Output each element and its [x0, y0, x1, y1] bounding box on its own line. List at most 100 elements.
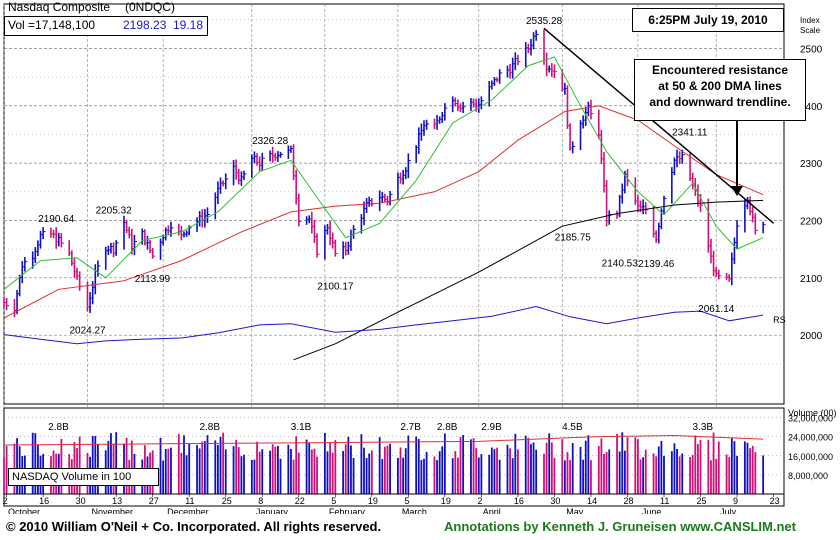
- volume-bar: [243, 454, 245, 494]
- volume-bar: [563, 460, 566, 494]
- volume-bar: [269, 450, 271, 494]
- volume-bar: [235, 439, 238, 494]
- rs-line: [3, 305, 764, 345]
- volume-tick-label: 16,000,000: [788, 452, 833, 462]
- volume-bar: [733, 441, 736, 494]
- volume-bar: [590, 460, 592, 494]
- volume-bar: [258, 451, 261, 494]
- volume-bar: [352, 458, 355, 494]
- volume-bar: [717, 441, 720, 494]
- volume-label: 2.8B: [437, 422, 458, 433]
- volume-bar: [477, 457, 480, 494]
- day-tick-label: 13: [112, 496, 122, 506]
- volume-bar: [694, 435, 697, 494]
- day-tick-label: 25: [697, 496, 707, 506]
- volume-bar: [125, 437, 128, 494]
- volume-bar: [78, 436, 81, 494]
- volume-bar: [743, 441, 746, 494]
- volume-bar: [240, 456, 243, 494]
- volume-bar: [368, 453, 371, 494]
- volume-bar: [326, 451, 329, 494]
- volume-bar: [642, 457, 645, 494]
- volume-label: 2.8B: [199, 422, 220, 433]
- day-tick-label: 8: [258, 496, 263, 506]
- volume-bar: [417, 439, 420, 494]
- annotation-note: Encountered resistance at 50 & 200 DMA l…: [634, 59, 806, 121]
- volume-bar: [712, 432, 715, 494]
- volume-bar: [676, 448, 678, 494]
- price-tick-label: 2000: [800, 331, 823, 342]
- day-tick-label: 23: [770, 496, 780, 506]
- volume-bar: [480, 454, 483, 494]
- volume-bar: [370, 450, 373, 494]
- volume-bar: [475, 448, 478, 494]
- volume-tick-label: 32,000,000: [788, 414, 833, 424]
- volume-bar: [329, 442, 331, 494]
- volume-bar: [360, 434, 363, 494]
- volume-bar: [3, 457, 5, 494]
- volume-label: 3.3B: [693, 422, 714, 433]
- volume-bar: [438, 451, 441, 494]
- day-tick-label: 11: [660, 496, 669, 506]
- volume-average-line: [3, 434, 764, 446]
- volume-bar: [274, 446, 277, 494]
- day-tick-label: 9: [733, 496, 738, 506]
- volume-bar: [678, 456, 681, 494]
- volume-bar: [271, 444, 274, 494]
- volume-bar: [308, 442, 311, 494]
- day-tick-label: 11: [185, 496, 194, 506]
- volume-bar: [517, 449, 519, 494]
- volume-bar: [217, 444, 219, 494]
- volume-bar: [657, 446, 660, 494]
- volume-bar: [261, 449, 264, 494]
- volume-bar: [399, 447, 402, 494]
- volume-bar: [600, 438, 603, 494]
- volume-label: 2.8B: [48, 422, 69, 433]
- volume-bar: [655, 456, 658, 494]
- volume-bar: [277, 445, 279, 494]
- volume-box-label: NASDAQ Volume in 100: [8, 468, 159, 486]
- volume-bar: [561, 439, 564, 494]
- volume-value: Vol =17,148,100: [8, 18, 96, 32]
- price-tick-label: 2500: [800, 44, 823, 55]
- volume-bar: [746, 442, 749, 494]
- ma50-line: [3, 105, 764, 319]
- volume-bar: [342, 450, 345, 494]
- volume-bar: [644, 449, 647, 494]
- volume-bar: [31, 432, 34, 494]
- volume-bar: [673, 443, 676, 494]
- month-label: February: [329, 507, 366, 517]
- price-label: 2326.28: [252, 136, 289, 147]
- month-label: June: [642, 507, 662, 517]
- price-tick-label: 2300: [800, 159, 823, 170]
- volume-bar: [415, 436, 418, 494]
- volume-bar: [206, 435, 209, 494]
- volume-bar: [660, 440, 663, 494]
- volume-bar: [623, 450, 626, 494]
- volume-bar: [514, 433, 517, 494]
- volume-bar: [584, 440, 587, 494]
- day-tick-label: 25: [222, 496, 232, 506]
- volume-bar: [527, 437, 530, 494]
- volume-tick-label: 8,000,000: [788, 471, 828, 481]
- volume-bar: [454, 451, 457, 494]
- volume-bar: [196, 445, 198, 494]
- note-line-1: Encountered resistance: [651, 63, 789, 77]
- volume-axis-title: Volume (00): [788, 408, 837, 418]
- volume-bar: [188, 443, 191, 494]
- volume-bar: [183, 435, 185, 494]
- volume-bar: [751, 445, 754, 494]
- volume-bar: [569, 459, 571, 494]
- volume-bar: [295, 436, 298, 494]
- volume-bar: [663, 455, 665, 494]
- volume-bar: [162, 460, 165, 494]
- volume-bar: [749, 448, 751, 494]
- price-label: 2140.53: [602, 259, 639, 270]
- volume-bar: [94, 435, 97, 494]
- volume-bar: [407, 435, 410, 494]
- price-tick-label: 2200: [800, 216, 823, 227]
- volume-bar: [167, 448, 170, 494]
- volume-bar: [451, 458, 454, 494]
- note-line-3: and downward trendline.: [649, 95, 791, 109]
- volume-bar: [34, 433, 37, 494]
